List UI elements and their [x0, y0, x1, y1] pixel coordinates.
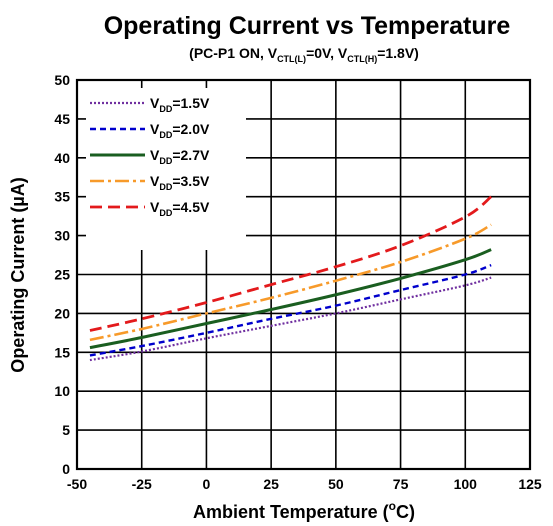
series-line-2 — [89, 264, 492, 357]
legend-label-1: VDD=1.5V — [150, 95, 210, 114]
y-tick-label: 40 — [54, 150, 70, 166]
plot-area: -50 -25 0 25 50 75 100 125 0 5 10 15 20 25 30 35 40 45 50 V… — [54, 72, 541, 492]
legend-label-5: VDD=4.5V — [150, 199, 210, 218]
x-tick-label: 100 — [454, 476, 478, 492]
y-tick-label: 15 — [54, 344, 70, 360]
legend-label-3: VDD=2.7V — [150, 147, 210, 166]
y-axis-label: Operating Current (µA) — [8, 177, 28, 372]
y-tick-label: 20 — [54, 305, 70, 321]
y-tick-label: 25 — [54, 267, 70, 283]
y-tick-label: 45 — [54, 111, 70, 127]
x-tick-label: 25 — [263, 476, 279, 492]
legend-label-2: VDD=2.0V — [150, 121, 210, 140]
x-tick-label: -25 — [132, 476, 152, 492]
x-tick-label: 50 — [328, 476, 344, 492]
legend-box — [86, 88, 246, 250]
x-tick-label: 0 — [203, 476, 211, 492]
y-tick-label: 35 — [54, 189, 70, 205]
y-tick-label: 0 — [62, 461, 70, 477]
x-axis-label: Ambient Temperature (oC) — [193, 499, 415, 522]
series-line-3 — [89, 248, 492, 350]
series-line-4 — [89, 223, 492, 342]
chart-title: Operating Current vs Temperature — [104, 12, 511, 40]
y-tick-label: 5 — [62, 422, 70, 438]
series-line-5 — [89, 195, 493, 332]
series-line-1 — [89, 276, 492, 362]
x-tick-label: 125 — [518, 476, 542, 492]
y-tick-label: 50 — [54, 72, 70, 88]
y-tick-label: 30 — [54, 228, 70, 244]
x-tick-label: -50 — [67, 476, 87, 492]
y-tick-label: 10 — [54, 383, 70, 399]
chart-subtitle: (PC-P1 ON, VCTL(L)=0V, VCTL(H)=1.8V) — [189, 45, 419, 64]
legend-label-4: VDD=3.5V — [150, 173, 210, 192]
plot-frame — [75, 78, 532, 471]
x-tick-label: 75 — [393, 476, 409, 492]
